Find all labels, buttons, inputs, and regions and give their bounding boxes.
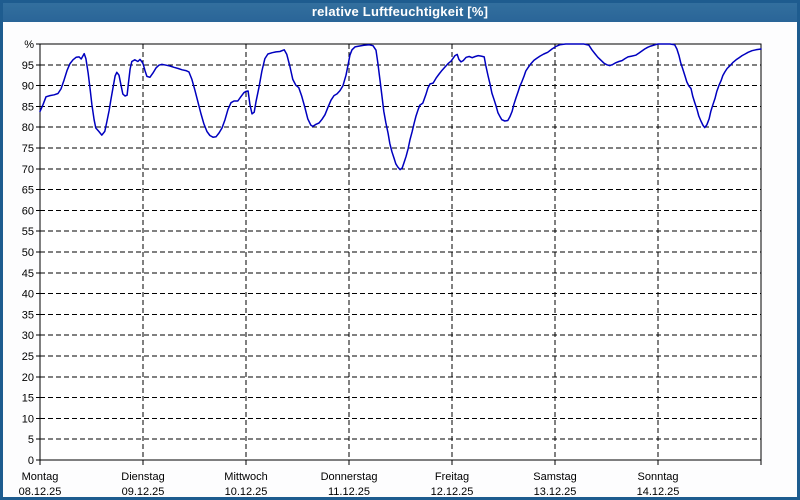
svg-text:Montag: Montag bbox=[22, 471, 59, 483]
chart-title: relative Luftfeuchtigkeit [%] bbox=[311, 3, 489, 19]
humidity-series-line bbox=[39, 43, 762, 171]
svg-text:95: 95 bbox=[22, 60, 34, 72]
title-bar: relative Luftfeuchtigkeit [%] bbox=[0, 0, 800, 22]
svg-text:10.12.25: 10.12.25 bbox=[225, 486, 268, 498]
svg-text:90: 90 bbox=[22, 81, 34, 93]
svg-text:85: 85 bbox=[22, 101, 34, 113]
svg-text:0: 0 bbox=[28, 455, 34, 467]
svg-text:50: 50 bbox=[22, 247, 34, 259]
svg-text:20: 20 bbox=[22, 372, 34, 384]
gridlines bbox=[40, 44, 761, 460]
svg-text:55: 55 bbox=[22, 226, 34, 238]
svg-text:11.12.25: 11.12.25 bbox=[328, 486, 370, 498]
svg-text:60: 60 bbox=[22, 205, 34, 217]
svg-text:Freitag: Freitag bbox=[435, 471, 469, 483]
svg-text:Dienstag: Dienstag bbox=[121, 471, 164, 483]
svg-text:5: 5 bbox=[28, 434, 34, 446]
svg-text:10: 10 bbox=[22, 413, 34, 425]
svg-text:09.12.25: 09.12.25 bbox=[122, 486, 165, 498]
svg-text:13.12.25: 13.12.25 bbox=[534, 486, 577, 498]
svg-text:12.12.25: 12.12.25 bbox=[431, 486, 474, 498]
svg-text:Samstag: Samstag bbox=[533, 471, 576, 483]
svg-text:Donnerstag: Donnerstag bbox=[321, 471, 378, 483]
svg-text:40: 40 bbox=[22, 289, 34, 301]
axes bbox=[36, 43, 762, 465]
svg-text:Mittwoch: Mittwoch bbox=[224, 471, 267, 483]
svg-text:%: % bbox=[24, 39, 34, 51]
svg-text:25: 25 bbox=[22, 351, 34, 363]
svg-text:65: 65 bbox=[22, 185, 34, 197]
svg-text:75: 75 bbox=[22, 143, 34, 155]
svg-text:30: 30 bbox=[22, 330, 34, 342]
svg-text:35: 35 bbox=[22, 309, 34, 321]
svg-text:70: 70 bbox=[22, 164, 34, 176]
svg-text:80: 80 bbox=[22, 122, 34, 134]
svg-text:14.12.25: 14.12.25 bbox=[637, 486, 680, 498]
svg-text:45: 45 bbox=[22, 268, 34, 280]
svg-text:08.12.25: 08.12.25 bbox=[19, 486, 62, 498]
svg-text:Sonntag: Sonntag bbox=[638, 471, 679, 483]
axis-labels: 0 5 10 15 20 25 30 35 40 45 50 55 60 65 70 75 80 85 90 95% M… bbox=[19, 39, 680, 498]
svg-text:15: 15 bbox=[22, 393, 34, 405]
